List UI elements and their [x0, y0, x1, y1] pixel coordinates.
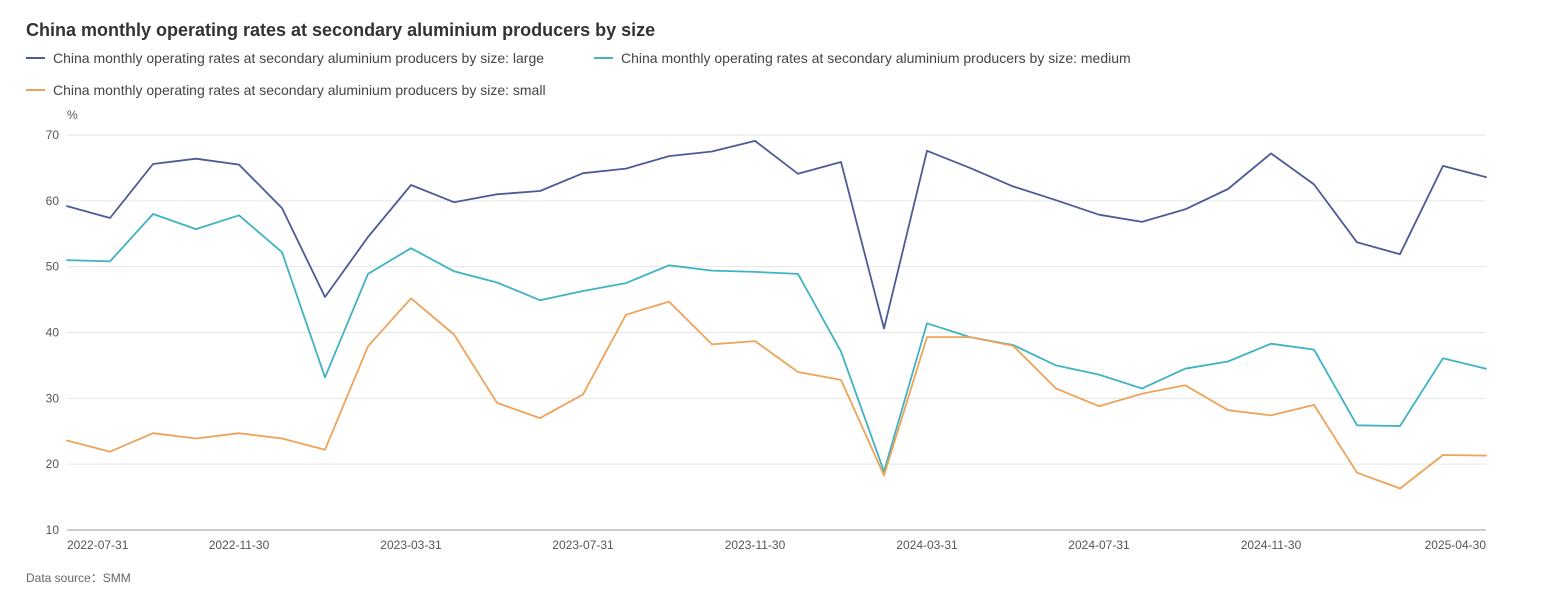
data-source-note: Data source：SMM: [26, 571, 131, 585]
y-tick-label-30: 30: [46, 391, 60, 405]
series-line-medium: [66, 213, 1487, 473]
x-tick-label-4: 2023-11-30: [725, 538, 786, 552]
chart-title: China monthly operating rates at seconda…: [26, 20, 656, 40]
y-tick-label-20: 20: [46, 457, 60, 471]
x-tick-label-7: 2024-11-30: [1241, 538, 1302, 552]
y-tick-label-60: 60: [46, 194, 60, 208]
series-line-small: [66, 297, 1487, 490]
x-tick-label-6: 2024-07-31: [1068, 538, 1130, 552]
legend-item-small[interactable]: China monthly operating rates at seconda…: [26, 82, 546, 98]
legend-label-large: China monthly operating rates at seconda…: [53, 50, 545, 66]
legend-swatch-small: [26, 89, 45, 91]
legend-label-small: China monthly operating rates at seconda…: [53, 82, 546, 98]
y-tick-label-40: 40: [46, 326, 60, 340]
x-tick-label-2: 2023-03-31: [380, 538, 442, 552]
x-tick-label-5: 2024-03-31: [896, 538, 958, 552]
legend-item-medium[interactable]: China monthly operating rates at seconda…: [594, 50, 1131, 66]
legend-swatch-large: [26, 57, 45, 59]
legend-label-medium: China monthly operating rates at seconda…: [621, 50, 1131, 66]
x-tick-label-8: 2025-04-30: [1425, 538, 1487, 552]
series-line-large: [66, 139, 1487, 330]
y-tick-label-10: 10: [46, 523, 60, 537]
x-tick-label-3: 2023-07-31: [552, 538, 614, 552]
x-tick-label-0: 2022-07-31: [67, 538, 129, 552]
y-tick-label-70: 70: [46, 128, 60, 142]
y-tick-label-50: 50: [46, 260, 60, 274]
legend-item-large[interactable]: China monthly operating rates at seconda…: [26, 50, 544, 66]
y-axis-unit: %: [67, 108, 78, 122]
legend-swatch-medium: [594, 57, 613, 59]
x-tick-label-1: 2022-11-30: [209, 538, 270, 552]
